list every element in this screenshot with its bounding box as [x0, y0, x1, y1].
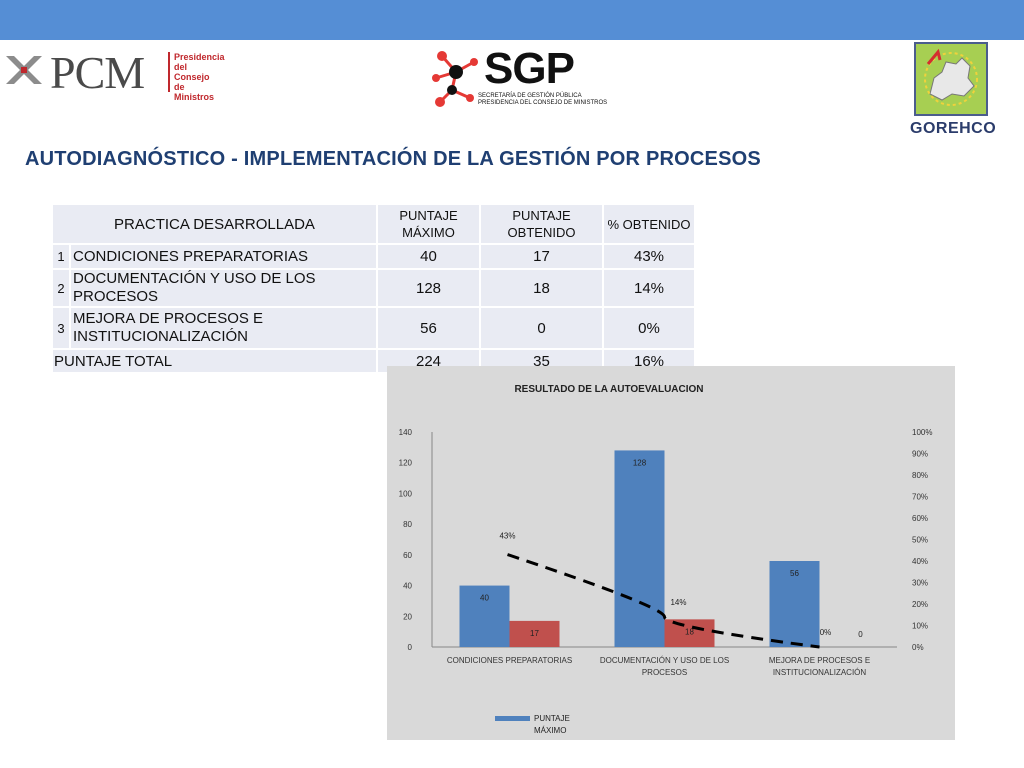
bar-data-label: 128 [633, 458, 647, 467]
bar-data-label: 17 [530, 629, 539, 638]
x-tick-label: INSTITUCIONALIZACIÓN [773, 668, 867, 677]
row-name: DOCUMENTACIÓN Y USO DE LOS PROCESOS [69, 268, 378, 308]
row-name: MEJORA DE PROCESOS E INSTITUCIONALIZACIÓ… [69, 306, 378, 350]
y-tick-label: 140 [399, 428, 413, 437]
y2-tick-label: 40% [912, 557, 928, 566]
sgp-logo: SGP SECRETARÍA DE GESTIÓN PÚBLICA PRESID… [430, 44, 607, 112]
x-tick-label: MEJORA DE PROCESOS E [769, 656, 870, 665]
sgp-subtitle: SECRETARÍA DE GESTIÓN PÚBLICA PRESIDENCI… [478, 93, 607, 107]
line-data-label: 14% [670, 598, 686, 607]
pcm-sub-line: Presidencia [174, 52, 225, 62]
bar [769, 561, 820, 647]
bar [664, 619, 715, 647]
header-obtained: PUNTAJE OBTENIDO [479, 203, 604, 245]
bar [614, 450, 665, 647]
total-label: PUNTAJE TOTAL [51, 348, 378, 374]
pcm-sub-line: del Consejo [174, 62, 210, 82]
row-obtained: 17 [479, 243, 604, 270]
bar-data-label: 56 [790, 569, 799, 578]
sgp-sub-line: SECRETARÍA DE GESTIÓN PÚBLICA [478, 93, 582, 99]
row-number: 2 [51, 268, 71, 308]
percent-line [507, 553, 820, 649]
row-percent: 14% [602, 268, 696, 308]
pcm-divider [168, 52, 170, 92]
y2-tick-label: 0% [912, 643, 924, 652]
pcm-sub-line: de Ministros [174, 82, 215, 102]
chart-title: RESULTADO DE LA AUTOEVALUACION [514, 384, 703, 395]
chart-svg: RESULTADO DE LA AUTOEVALUACION 0 20 40 60 80 1… [399, 384, 933, 735]
x-tick-label: CONDICIONES PREPARATORIAS [447, 656, 572, 665]
legend-swatch [495, 716, 530, 721]
y2-tick-label: 90% [912, 450, 928, 459]
y2-tick-label: 80% [912, 471, 928, 480]
table-row: 1 CONDICIONES PREPARATORIAS 40 17 43% [51, 243, 696, 270]
row-max: 128 [376, 268, 481, 308]
row-percent: 43% [602, 243, 696, 270]
row-max: 40 [376, 243, 481, 270]
y-tick-label: 0 [408, 643, 413, 652]
header-max: PUNTAJE MÁXIMO [376, 203, 481, 245]
y-tick-label: 60 [403, 551, 412, 560]
header-percent: % OBTENIDO [602, 203, 696, 245]
y-tick-label: 80 [403, 520, 412, 529]
gorehco-logo-text: GOREHCO [910, 120, 997, 137]
bar [459, 585, 510, 647]
row-obtained: 18 [479, 268, 604, 308]
row-number: 3 [51, 306, 71, 350]
sgp-molecule-icon [432, 51, 478, 107]
y2-tick-label: 60% [912, 514, 928, 523]
y-tick-label: 100 [399, 489, 413, 498]
pcm-logo: PCM Presidencia del Consejo de Ministros [0, 44, 225, 102]
bar-data-label: 18 [685, 627, 694, 636]
y-tick-label: 120 [399, 459, 413, 468]
y2-tick-label: 70% [912, 493, 928, 502]
results-chart: RESULTADO DE LA AUTOEVALUACION 0 20 40 60 80 1… [387, 366, 955, 740]
bar-data-label: 0 [858, 630, 863, 639]
line-data-label: 43% [499, 532, 515, 541]
bar [509, 620, 560, 647]
sgp-logo-text: SGP [484, 44, 575, 93]
y-tick-label: 20 [403, 612, 412, 621]
pcm-emblem-icon [6, 56, 42, 84]
y2-tick-label: 10% [912, 622, 928, 631]
y2-tick-label: 20% [912, 600, 928, 609]
table-row: 2 DOCUMENTACIÓN Y USO DE LOS PROCESOS 12… [51, 268, 696, 308]
gorehco-logo: GOREHCO [910, 42, 997, 142]
line-data-label: 0% [820, 628, 832, 637]
row-obtained: 0 [479, 306, 604, 350]
sgp-sub-line: PRESIDENCIA DEL CONSEJO DE MINISTROS [478, 100, 608, 106]
legend-label: PUNTAJE [534, 714, 570, 723]
y2-tick-label: 30% [912, 579, 928, 588]
top-accent-bar [0, 0, 1024, 40]
row-percent: 0% [602, 306, 696, 350]
y2-tick-label: 50% [912, 536, 928, 545]
x-tick-label: DOCUMENTACIÓN Y USO DE LOS [600, 656, 729, 665]
pcm-subtitle: Presidencia del Consejo de Ministros [174, 52, 225, 102]
y2-tick-label: 100% [912, 428, 932, 437]
region-map-icon [924, 48, 978, 106]
row-max: 56 [376, 306, 481, 350]
x-tick-label: PROCESOS [642, 668, 687, 677]
results-table: PRACTICA DESARROLLADA PUNTAJE MÁXIMO PUN… [51, 203, 696, 374]
bar-data-label: 40 [480, 594, 489, 603]
y-tick-label: 40 [403, 582, 412, 591]
row-name: CONDICIONES PREPARATORIAS [69, 243, 378, 270]
gorehco-emblem [914, 42, 988, 116]
pcm-logo-text: PCM [50, 47, 145, 98]
table-row: 3 MEJORA DE PROCESOS E INSTITUCIONALIZAC… [51, 306, 696, 350]
legend-label: MÁXIMO [534, 726, 566, 735]
row-number: 1 [51, 243, 71, 270]
table-header-row: PRACTICA DESARROLLADA PUNTAJE MÁXIMO PUN… [51, 203, 696, 245]
page-title: AUTODIAGNÓSTICO - IMPLEMENTACIÓN DE LA G… [25, 148, 761, 170]
header-practice: PRACTICA DESARROLLADA [51, 203, 378, 245]
